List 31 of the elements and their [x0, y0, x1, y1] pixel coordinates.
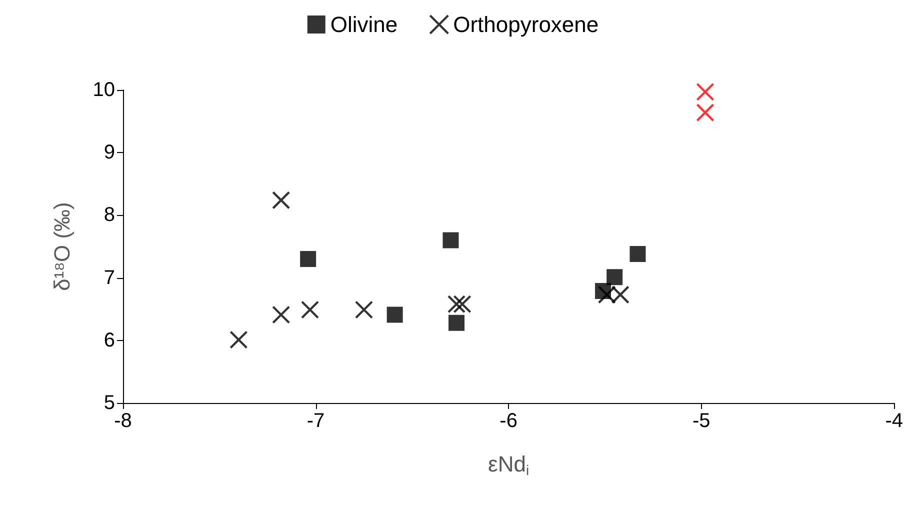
point [598, 286, 616, 304]
x-tick-label: -4 [885, 410, 904, 432]
point [448, 314, 465, 331]
x-tick-label: -6 [500, 410, 518, 432]
y-tick-label: 7 [104, 266, 115, 289]
point [453, 294, 472, 314]
legend-label: Olivine [330, 12, 398, 37]
y-tick-label: 8 [104, 204, 115, 226]
y-tick-label: 6 [104, 329, 115, 352]
point [354, 300, 374, 319]
point [611, 286, 630, 304]
x-tick-label: -5 [692, 410, 710, 432]
x-tick-label: -8 [114, 410, 132, 432]
x-tick-label: -7 [306, 410, 325, 432]
point [300, 300, 320, 319]
point [696, 82, 714, 101]
y-tick-label: 9 [104, 142, 115, 164]
point [272, 191, 290, 210]
point [230, 330, 248, 349]
point [606, 269, 623, 286]
y-tick-label: 5 [104, 392, 115, 414]
y-axis-title: δ¹⁸O (‰) [50, 202, 74, 291]
point [386, 306, 403, 323]
point [272, 306, 290, 324]
point [442, 232, 459, 248]
point [447, 294, 466, 314]
point [630, 246, 646, 262]
y-tick-label: 10 [92, 79, 115, 101]
point [696, 103, 714, 122]
point [300, 251, 316, 268]
legend-label: Orthopyroxene [453, 12, 599, 37]
